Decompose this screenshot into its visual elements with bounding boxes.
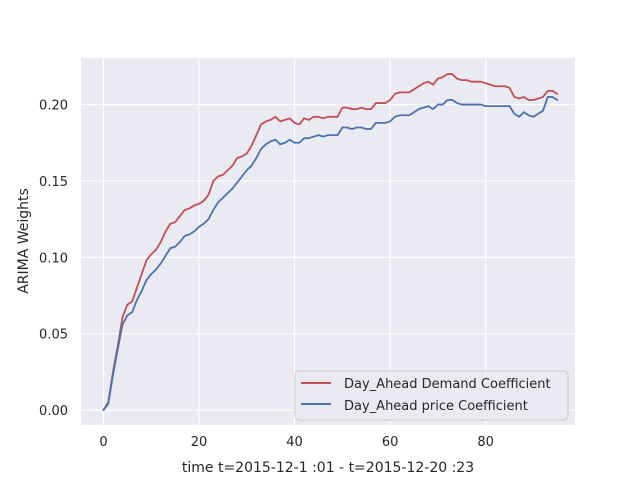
x-tick-label: 40 — [286, 435, 303, 450]
y-tick-label: 0.20 — [39, 99, 68, 114]
y-tick-label: 0.05 — [39, 328, 68, 343]
legend: Day_Ahead Demand Coefficient Day_Ahead p… — [294, 370, 569, 421]
series-lines — [102, 73, 559, 411]
x-tick-label: 80 — [477, 435, 494, 450]
y-tick-label: 0.10 — [39, 251, 68, 266]
y-tick-label: 0.00 — [39, 404, 68, 419]
x-tick-label: 60 — [382, 435, 399, 450]
series-line-demand — [102, 73, 559, 411]
legend-box — [294, 370, 569, 421]
series-line-price — [102, 96, 559, 411]
y-axis-label: ARIMA Weights — [16, 188, 32, 294]
x-axis-label: time t=2015-12-1 :01 - t=2015-12-20 :23 — [182, 460, 474, 476]
x-tick-label: 0 — [99, 435, 107, 450]
plot-area — [81, 58, 575, 425]
x-tick-label: 20 — [191, 435, 208, 450]
x-axis-ticks: 0 20 40 60 80 — [99, 435, 494, 450]
legend-label-demand: Day_Ahead Demand Coefficient — [344, 377, 551, 392]
y-axis-ticks: 0.00 0.05 0.10 0.15 0.20 — [39, 99, 68, 419]
y-tick-label: 0.15 — [39, 175, 68, 190]
legend-label-price: Day_Ahead price Coefficient — [344, 399, 528, 414]
